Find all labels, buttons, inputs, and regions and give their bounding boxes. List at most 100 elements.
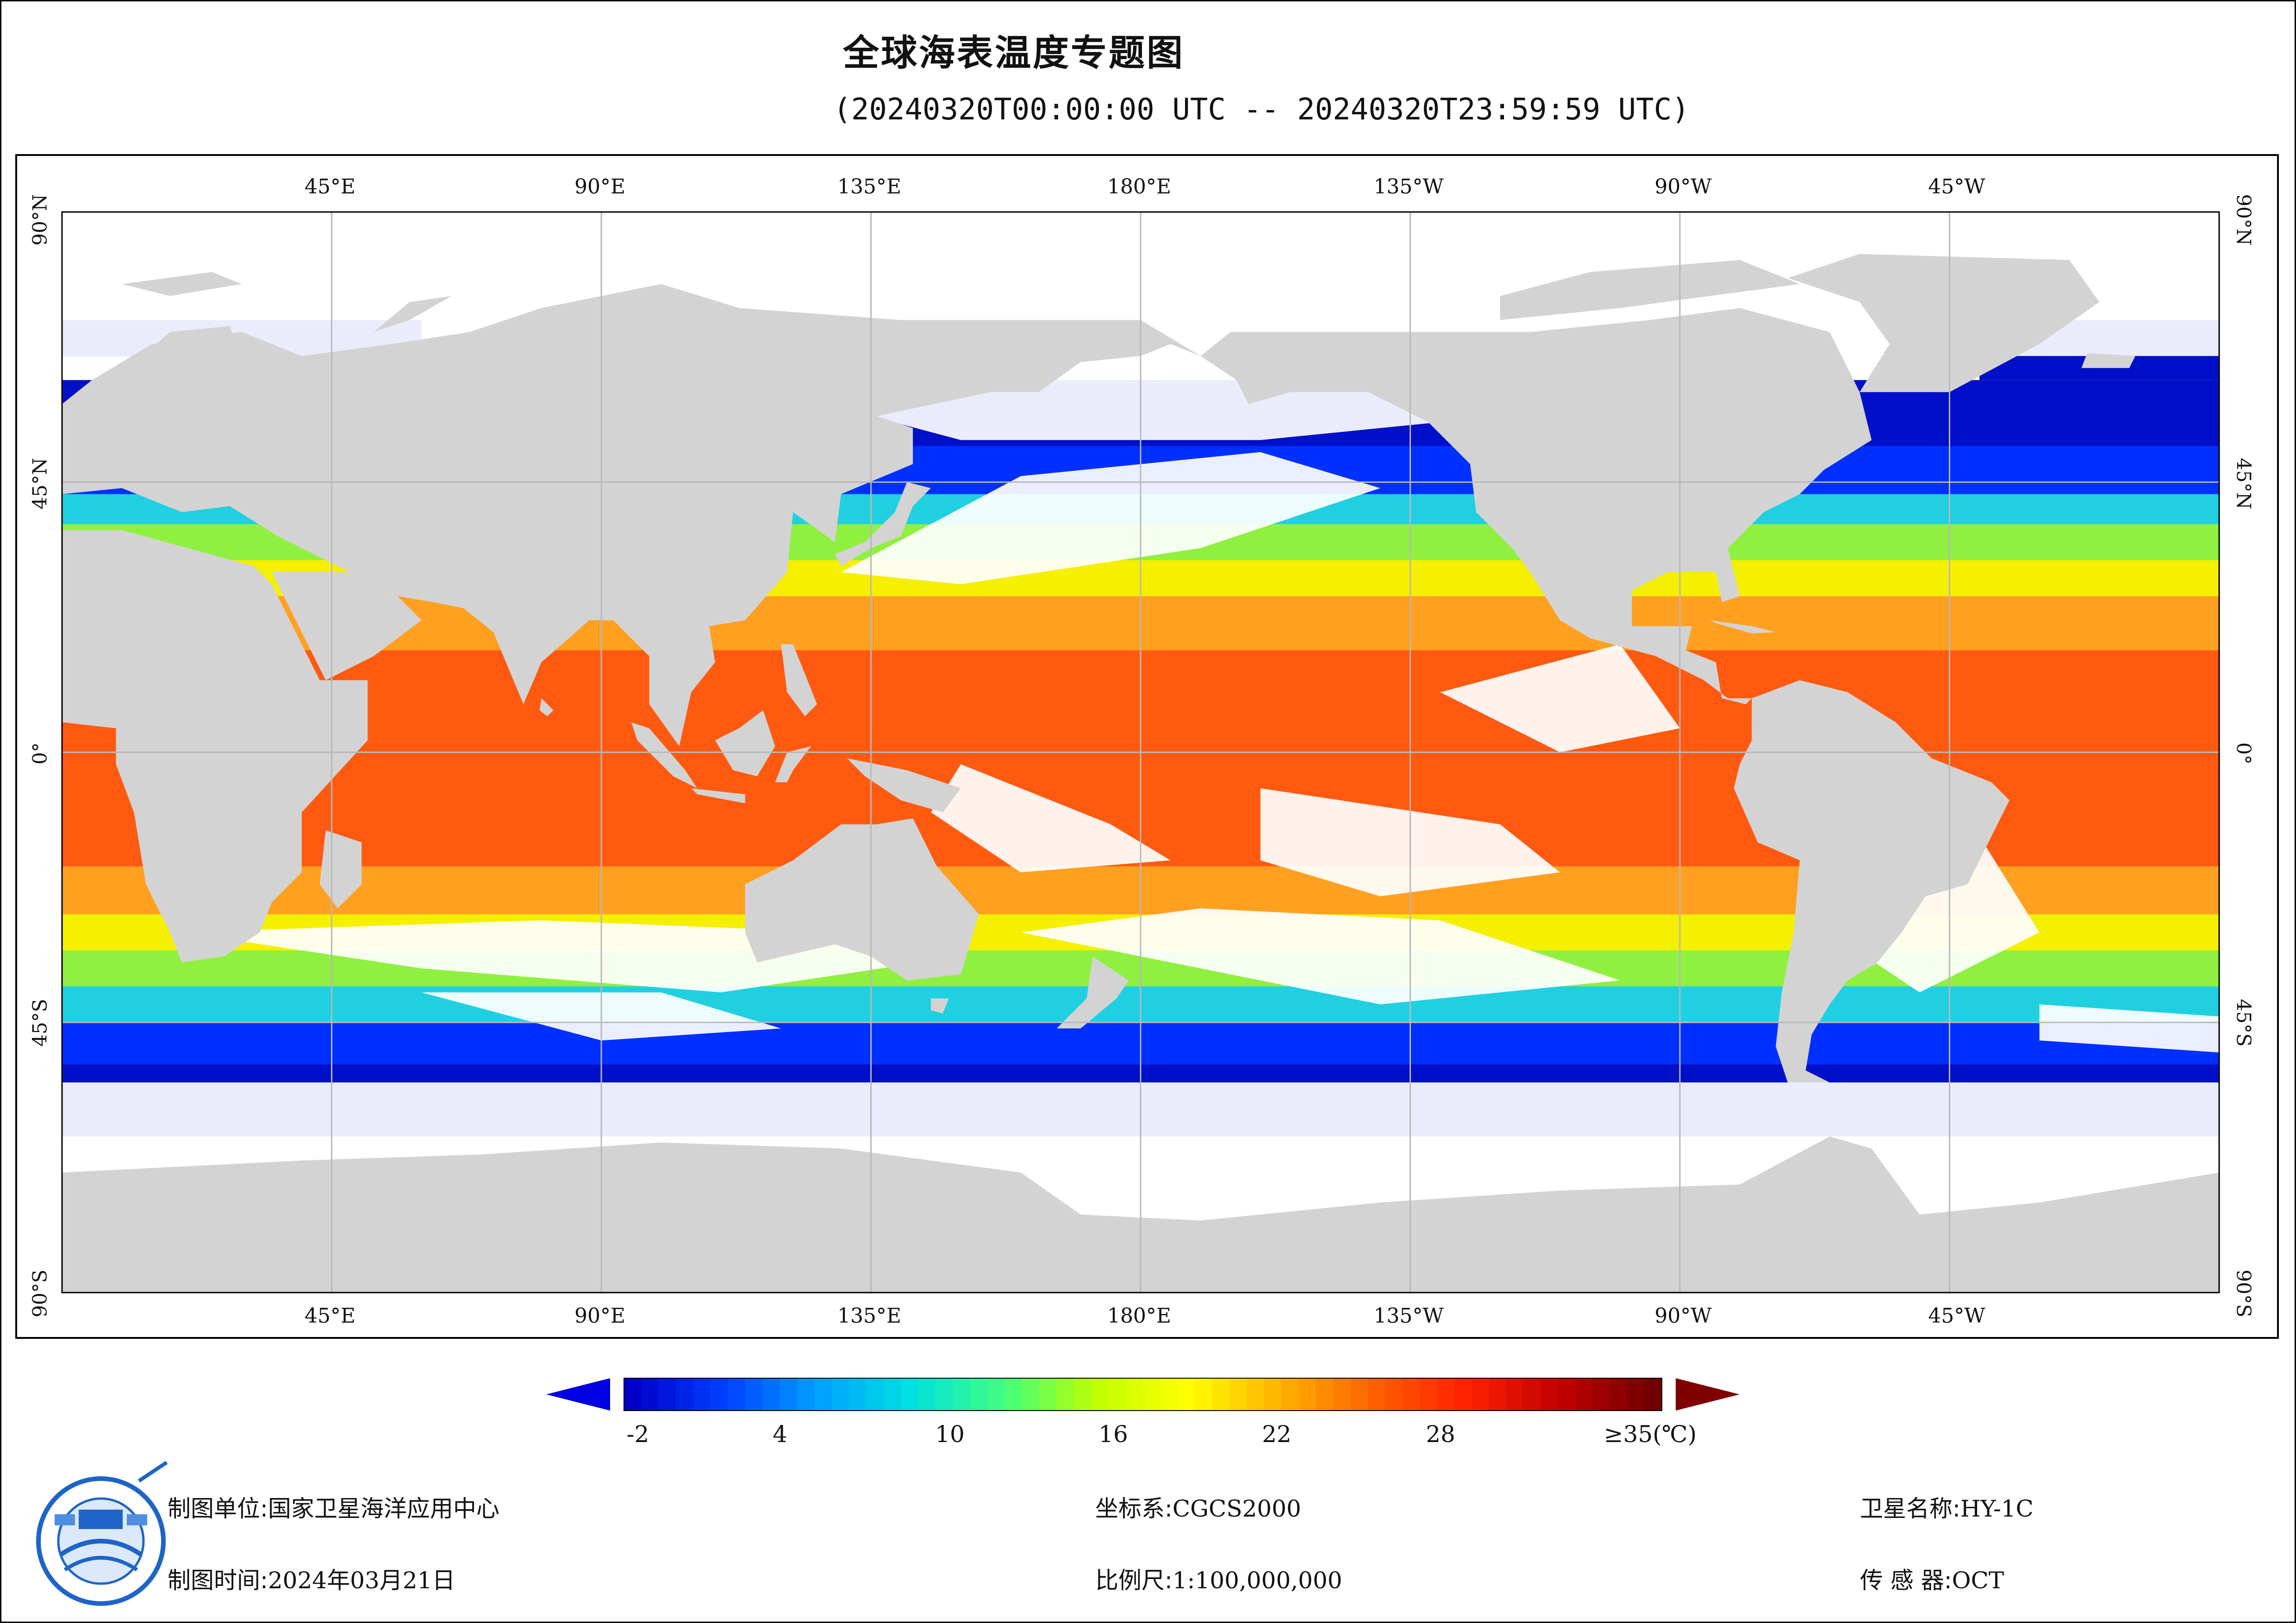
lat-label-left-45s: 45°S: [28, 999, 51, 1047]
lon-label-bottom-180e: 180°E: [1107, 1304, 1172, 1328]
colorbar-cell: [676, 1378, 694, 1411]
colorbar-cell: [1073, 1378, 1092, 1411]
colorbar-cell: [658, 1378, 676, 1411]
colorbar-cell: [1385, 1378, 1403, 1411]
colorbar-cell: [987, 1378, 1005, 1411]
colorbar-cell: [1627, 1378, 1645, 1411]
colorbar-cell: [693, 1378, 711, 1411]
colorbar-cell: [1229, 1378, 1247, 1411]
colorbar-cell: [1212, 1378, 1230, 1411]
colorbar-cell: [1281, 1378, 1299, 1411]
colorbar-cell: [1454, 1378, 1472, 1411]
sensor-value: OCT: [1952, 1567, 2004, 1594]
colorbar-cell: [1437, 1378, 1455, 1411]
map-title: 全球海表温度专题图: [842, 32, 1185, 74]
colorbar-cell: [866, 1378, 884, 1411]
colorbar-cell: [1056, 1378, 1074, 1411]
lon-label-bottom-90w: 90°W: [1654, 1304, 1712, 1328]
satellite-value: HY-1C: [1960, 1495, 2034, 1522]
satellite-info: 卫星名称:HY-1C: [1860, 1490, 2034, 1524]
colorbar-cell: [1125, 1378, 1143, 1411]
lon-label-top-135e: 135°E: [837, 175, 902, 199]
lon-label-bottom-45e: 45°E: [304, 1304, 356, 1328]
colorbar-cells: [624, 1378, 1662, 1411]
sensor-info: 传 感 器:OCT: [1860, 1562, 2004, 1595]
colorbar-tick-1: 4: [773, 1421, 787, 1448]
colorbar-cell: [641, 1378, 659, 1411]
producer-label: 制图单位:: [168, 1495, 268, 1522]
colorbar-cell: [883, 1378, 901, 1411]
scale-value: 1:100,000,000: [1172, 1567, 1342, 1594]
colorbar-cell: [1316, 1378, 1334, 1411]
production-time-info: 制图时间:2024年03月21日: [168, 1562, 455, 1595]
producer-value: 国家卫星海洋应用中心: [268, 1495, 499, 1522]
lon-label-top-180e: 180°E: [1107, 175, 1172, 199]
production-time-value: 2024年03月21日: [268, 1567, 455, 1594]
colorbar-high-arrow: [1676, 1378, 1740, 1411]
colorbar-cell: [1264, 1378, 1282, 1411]
colorbar-cell: [1506, 1378, 1524, 1411]
satellite-label: 卫星名称:: [1860, 1495, 1960, 1522]
graticule: [62, 212, 2219, 1293]
colorbar-cell: [1350, 1378, 1368, 1411]
colorbar-tick-6: ≥35(℃): [1603, 1421, 1697, 1448]
nsoas-logo: [36, 1461, 168, 1606]
colorbar-cell: [1489, 1378, 1507, 1411]
colorbar-cell: [745, 1378, 763, 1411]
colorbar-cell: [797, 1378, 815, 1411]
lon-label-top-135w: 135°W: [1373, 175, 1444, 199]
colorbar-cell: [1592, 1378, 1610, 1411]
lat-label-right-90s: 90°S: [2232, 1269, 2255, 1318]
colorbar-cell: [1298, 1378, 1316, 1411]
colorbar-tick-5: 28: [1426, 1421, 1455, 1448]
colorbar-cell: [762, 1378, 780, 1411]
colorbar-cell: [1402, 1378, 1420, 1411]
colorbar-cell: [1160, 1378, 1178, 1411]
colorbar-cell: [1143, 1378, 1161, 1411]
lon-label-top-45w: 45°W: [1928, 175, 1985, 199]
colorbar-tick-2: 10: [935, 1421, 965, 1448]
lon-label-top-90w: 90°W: [1654, 175, 1712, 199]
colorbar-cell: [1558, 1378, 1576, 1411]
colorbar-cell: [1523, 1378, 1541, 1411]
colorbar-cell: [831, 1378, 849, 1411]
colorbar-cell: [1644, 1378, 1662, 1411]
colorbar-cell: [1419, 1378, 1438, 1411]
colorbar-cell: [970, 1378, 988, 1411]
crs-info: 坐标系:CGCS2000: [1095, 1490, 1301, 1524]
colorbar-cell: [1247, 1378, 1265, 1411]
crs-label: 坐标系:: [1095, 1495, 1173, 1522]
production-time-label: 制图时间:: [168, 1567, 268, 1594]
colorbar-cell: [1108, 1378, 1126, 1411]
colorbar-cell: [849, 1378, 867, 1411]
colorbar-cell: [1177, 1378, 1195, 1411]
colorbar-cell: [1472, 1378, 1490, 1411]
colorbar-cell: [1541, 1378, 1559, 1411]
colorbar-cell: [1610, 1378, 1628, 1411]
colorbar-cell: [1039, 1378, 1057, 1411]
colorbar-cell: [710, 1378, 728, 1411]
scale-info: 比例尺:1:100,000,000: [1095, 1562, 1342, 1595]
colorbar-cell: [728, 1378, 746, 1411]
sensor-label: 传 感 器:: [1860, 1567, 1952, 1594]
map-border: [61, 211, 2220, 1293]
lon-label-bottom-90e: 90°E: [574, 1304, 626, 1328]
lat-label-left-45n: 45°N: [28, 458, 51, 510]
colorbar-low-arrow: [546, 1378, 610, 1411]
scale-label: 比例尺:: [1095, 1567, 1173, 1594]
colorbar-cell: [1333, 1378, 1351, 1411]
lat-label-left-90n: 90°N: [28, 194, 51, 246]
colorbar-cell: [918, 1378, 936, 1411]
colorbar: [546, 1378, 1740, 1411]
colorbar-tick-4: 22: [1262, 1421, 1292, 1448]
map-frame: [15, 154, 2279, 1339]
lat-label-right-90n: 90°N: [2232, 194, 2255, 246]
colorbar-cell: [780, 1378, 798, 1411]
lon-label-top-45e: 45°E: [304, 175, 356, 199]
colorbar-cell: [935, 1378, 953, 1411]
colorbar-cell: [1091, 1378, 1109, 1411]
colorbar-cell: [1004, 1378, 1023, 1411]
time-range-subtitle: (20240320T00:00:00 UTC -- 20240320T23:59…: [833, 93, 1690, 127]
